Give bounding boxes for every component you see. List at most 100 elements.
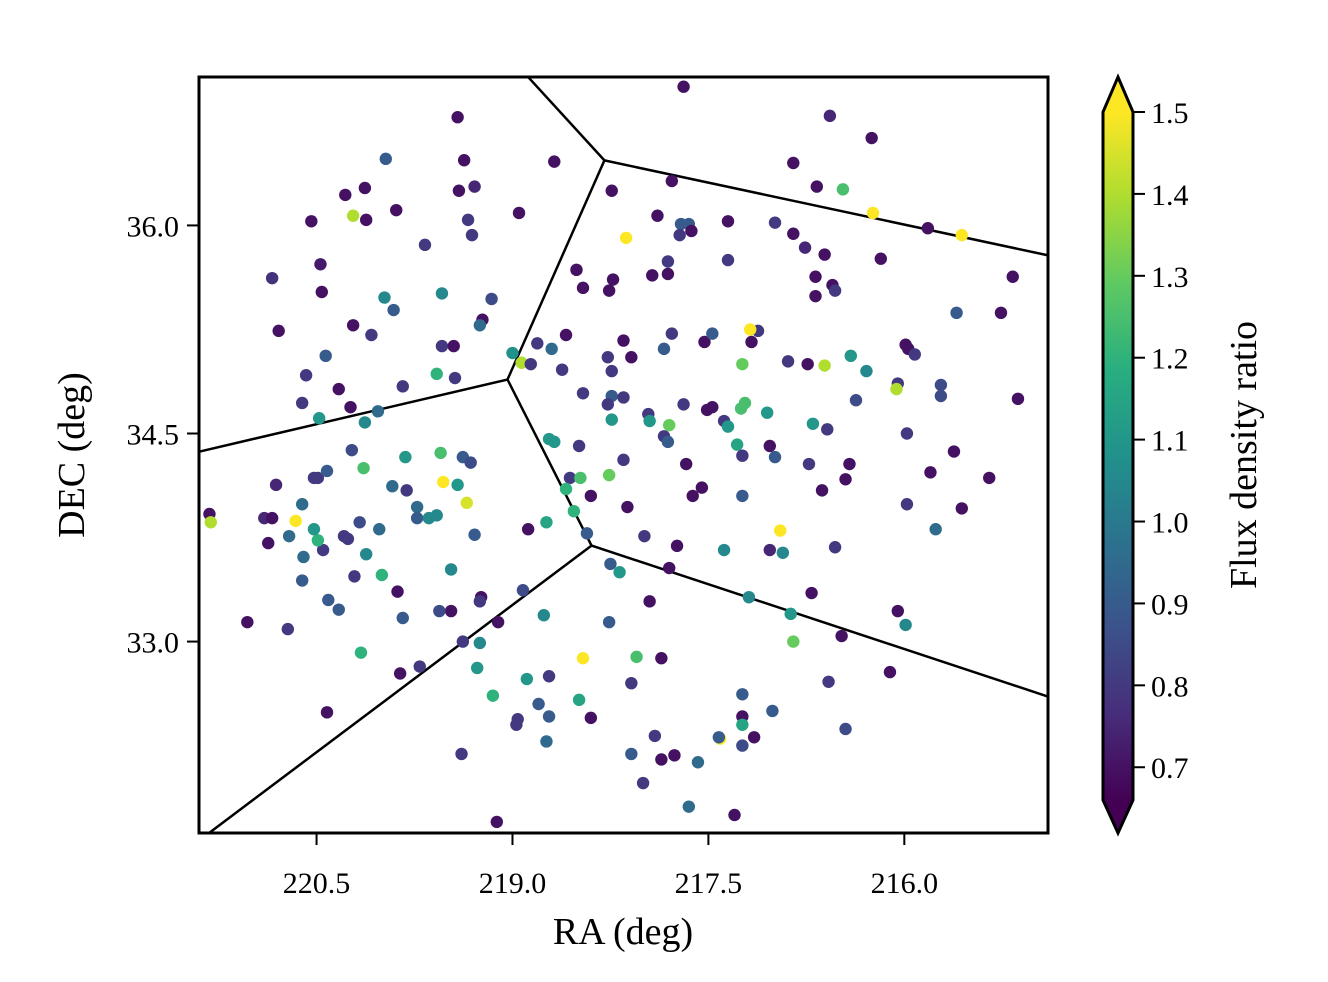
data-point <box>860 364 873 378</box>
data-point <box>580 527 594 540</box>
data-point <box>396 611 409 625</box>
data-point <box>738 396 752 410</box>
data-point <box>677 398 690 411</box>
data-point <box>685 224 698 238</box>
data-point <box>843 457 856 471</box>
data-point <box>983 471 996 485</box>
data-point <box>506 346 519 360</box>
data-point <box>798 241 812 254</box>
data-point <box>747 731 761 744</box>
data-point <box>457 154 471 167</box>
data-point <box>399 450 412 464</box>
data-point <box>320 706 334 719</box>
data-point <box>262 536 275 550</box>
data-point <box>584 711 598 725</box>
data-point <box>490 815 504 829</box>
data-point <box>955 228 968 242</box>
x-tick-label: 217.5 <box>675 867 743 900</box>
data-point <box>706 327 719 340</box>
data-point <box>322 593 335 607</box>
data-point <box>451 111 464 124</box>
data-point <box>821 423 834 436</box>
data-point <box>810 180 824 193</box>
data-point <box>204 516 217 529</box>
data-point <box>643 595 656 608</box>
data-point <box>346 209 360 222</box>
data-point <box>320 464 334 478</box>
data-point <box>346 319 360 332</box>
data-point <box>473 636 487 650</box>
data-point <box>661 435 675 449</box>
data-point <box>646 269 659 282</box>
data-point <box>823 109 837 123</box>
data-point <box>874 252 888 265</box>
data-point <box>655 652 668 665</box>
data-point <box>542 710 556 723</box>
data-point <box>387 303 400 317</box>
data-point <box>706 400 719 414</box>
data-point <box>491 615 505 629</box>
data-point <box>736 739 749 752</box>
data-point <box>955 502 968 515</box>
data-point <box>924 466 937 479</box>
data-point <box>638 529 651 543</box>
data-point <box>532 697 545 711</box>
data-point <box>444 563 458 576</box>
data-point <box>617 391 630 404</box>
data-point <box>806 417 820 430</box>
x-tick-label: 220.5 <box>283 867 351 900</box>
data-point <box>736 718 749 732</box>
data-point <box>576 281 590 295</box>
data-point <box>413 660 426 673</box>
data-point <box>311 534 325 547</box>
data-point <box>865 131 878 145</box>
data-point <box>743 323 757 336</box>
data-point <box>378 291 391 304</box>
data-point <box>521 523 535 536</box>
y-tick-label: 33.0 <box>127 627 180 660</box>
data-point <box>358 181 372 195</box>
data-point <box>668 749 681 762</box>
region-boundary <box>604 159 1049 257</box>
data-point <box>625 747 638 761</box>
data-point <box>736 449 749 462</box>
data-point <box>430 509 443 522</box>
data-point <box>433 604 446 618</box>
data-point <box>332 603 345 616</box>
data-point <box>444 604 458 618</box>
data-point <box>574 471 587 485</box>
data-point <box>625 351 638 364</box>
data-point <box>373 523 386 536</box>
data-point <box>950 306 963 320</box>
data-point <box>390 203 403 217</box>
data-point <box>393 667 407 680</box>
data-point <box>510 718 523 732</box>
data-point <box>677 80 690 93</box>
data-point <box>339 188 352 202</box>
data-point <box>570 263 583 277</box>
data-point <box>437 475 450 489</box>
data-point <box>648 729 662 743</box>
data-point <box>337 529 351 543</box>
data-point <box>774 524 787 537</box>
data-point <box>452 184 466 197</box>
data-point <box>809 289 822 303</box>
data-point <box>319 349 332 363</box>
data-point <box>630 650 643 664</box>
region-boundary <box>526 75 606 162</box>
colorbar-extend-bottom <box>1103 800 1133 833</box>
data-point <box>542 670 556 683</box>
data-point <box>471 661 484 675</box>
region-boundary <box>591 544 1049 698</box>
data-point <box>776 546 790 559</box>
data-point <box>605 364 618 378</box>
data-point <box>655 753 668 766</box>
data-point <box>315 285 328 299</box>
data-point <box>307 523 321 536</box>
data-point <box>745 335 758 349</box>
data-point <box>379 152 392 166</box>
data-point <box>617 453 630 467</box>
data-point <box>410 511 424 525</box>
data-point <box>730 438 744 451</box>
